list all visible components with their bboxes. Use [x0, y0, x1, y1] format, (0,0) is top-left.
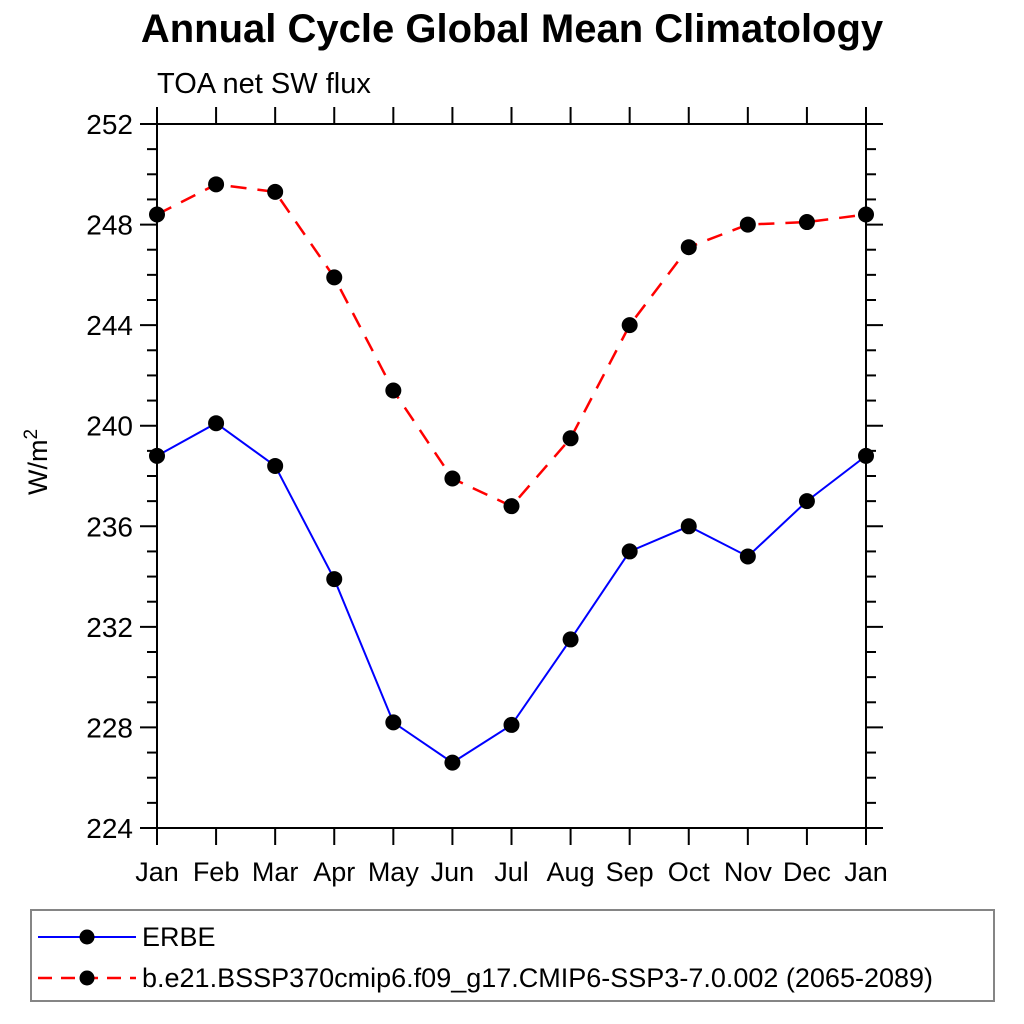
data-point-marker: [149, 447, 165, 464]
x-tick-label: Jan: [135, 857, 179, 887]
x-tick-label: May: [368, 857, 420, 887]
y-axis: 224 228 232 236 240 244 248 252: [86, 109, 883, 844]
y-tick-label: 232: [86, 612, 133, 643]
x-tick-label: Oct: [668, 857, 711, 887]
data-point-marker: [621, 543, 638, 560]
y-tick-label: 228: [86, 712, 133, 743]
x-tick-label: Nov: [724, 857, 773, 887]
data-point-marker: [444, 470, 461, 487]
data-point-marker: [858, 447, 874, 464]
legend-item-model: b.e21.BSSP370cmip6.f09_g17.CMIP6-SSP3-7.…: [37, 962, 934, 993]
data-point-marker: [267, 183, 284, 200]
legend-sample-marker: [79, 970, 95, 986]
y-axis-title: W/m2: [21, 429, 53, 495]
legend-box: ERBE b.e21.BSSP370cmip6.f09_g17.CMIP6-SSP…: [30, 909, 995, 1002]
data-point-marker: [503, 716, 520, 733]
y-axis-title-base: W/m: [23, 440, 53, 495]
y-tick-label: 236: [86, 511, 133, 542]
data-point-marker: [267, 457, 284, 474]
data-point-marker: [858, 206, 874, 223]
data-point-marker: [385, 714, 402, 731]
y-axis-title-exponent: 2: [21, 429, 42, 440]
data-point-marker: [444, 754, 461, 771]
data-point-marker: [385, 382, 402, 399]
x-axis: Jan Feb Mar Apr May Jun Jul Aug Sep Oct Nov Dec Jan: [135, 107, 888, 887]
legend-line-sample: [38, 970, 136, 986]
data-point-marker: [326, 571, 343, 588]
data-point-marker: [562, 430, 579, 447]
legend-item-erbe: ERBE: [37, 921, 216, 952]
series-line: [156, 422, 867, 764]
x-tick-label: Dec: [783, 857, 831, 887]
chart-title: Annual Cycle Global Mean Climatology: [140, 7, 884, 51]
y-tick-label: 240: [86, 411, 133, 442]
x-tick-label: Jan: [844, 857, 888, 887]
y-tick-label: 224: [86, 813, 133, 844]
x-tick-label: Apr: [313, 857, 355, 887]
data-point-marker: [562, 631, 579, 648]
data-point-marker: [621, 317, 638, 334]
data-point-marker: [798, 493, 815, 510]
legend-label: b.e21.BSSP370cmip6.f09_g17.CMIP6-SSP3-7.…: [142, 962, 934, 993]
x-tick-label: Jun: [431, 857, 475, 887]
data-point-marker: [680, 239, 697, 256]
data-point-marker: [208, 176, 225, 193]
data-point-marker: [798, 214, 815, 231]
y-tick-label: 252: [86, 109, 133, 140]
legend-line-sample: [38, 929, 136, 945]
x-tick-label: Aug: [547, 857, 595, 887]
legend-sample-marker: [79, 929, 95, 945]
data-point-marker: [326, 269, 343, 286]
data-point-marker: [503, 498, 520, 515]
legend-label: ERBE: [142, 921, 216, 952]
y-tick-label: 248: [86, 210, 133, 241]
data-point-marker: [739, 216, 756, 233]
y-axis-minor-ticks: [147, 148, 876, 804]
y-tick-label: 244: [86, 310, 133, 341]
x-tick-label: Jul: [494, 857, 529, 887]
chart-subtitle: TOA net SW flux: [157, 68, 371, 100]
data-point-marker: [739, 548, 756, 565]
data-point-marker: [680, 518, 697, 535]
x-tick-label: Sep: [606, 857, 654, 887]
data-point-marker: [149, 206, 165, 223]
x-tick-label: Mar: [252, 857, 299, 887]
series-model: [149, 176, 874, 515]
data-point-marker: [208, 415, 225, 432]
series-erbe: [149, 415, 874, 771]
x-tick-label: Feb: [193, 857, 240, 887]
